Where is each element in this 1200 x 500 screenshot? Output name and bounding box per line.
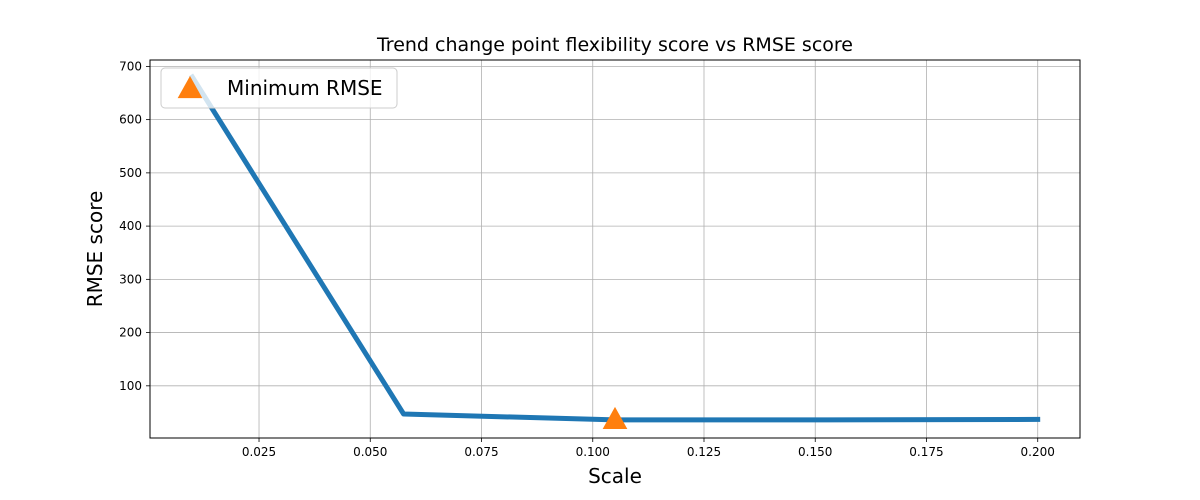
- y-axis-label: RMSE score: [83, 191, 107, 308]
- chart-title: Trend change point flexibility score vs …: [376, 34, 853, 56]
- x-tick-label: 0.100: [576, 445, 610, 459]
- y-tick-label: 700: [119, 59, 142, 73]
- y-tick-label: 300: [119, 272, 142, 286]
- grid: [150, 60, 1080, 438]
- y-tick-label: 600: [119, 113, 142, 127]
- legend-box: [160, 67, 398, 109]
- x-tick-label: 0.025: [242, 445, 276, 459]
- legend-marker-triangle-icon: [177, 76, 203, 99]
- y-tick-label: 500: [119, 166, 142, 180]
- legend: Minimum RMSE: [160, 67, 398, 109]
- legend-entry-minimum-rmse: Minimum RMSE: [227, 76, 383, 100]
- marker-layer: [602, 406, 628, 429]
- plot-frame: [149, 59, 1081, 439]
- tick-layer: 0.025 0.050 0.075 0.100 0.125 0.150 0.175 0.200…: [119, 59, 1055, 459]
- y-tick-label: 200: [119, 326, 142, 340]
- y-tick-label: 400: [119, 219, 142, 233]
- x-tick-label: 0.075: [464, 445, 498, 459]
- x-tick-label: 0.200: [1021, 445, 1055, 459]
- minimum-rmse-marker: [602, 406, 628, 429]
- x-tick-label: 0.050: [353, 445, 387, 459]
- x-axis-label: Scale: [588, 464, 642, 488]
- x-tick-label: 0.175: [909, 445, 943, 459]
- x-tick-label: 0.125: [687, 445, 721, 459]
- y-tick-label: 100: [119, 379, 142, 393]
- x-tick-label: 0.150: [798, 445, 832, 459]
